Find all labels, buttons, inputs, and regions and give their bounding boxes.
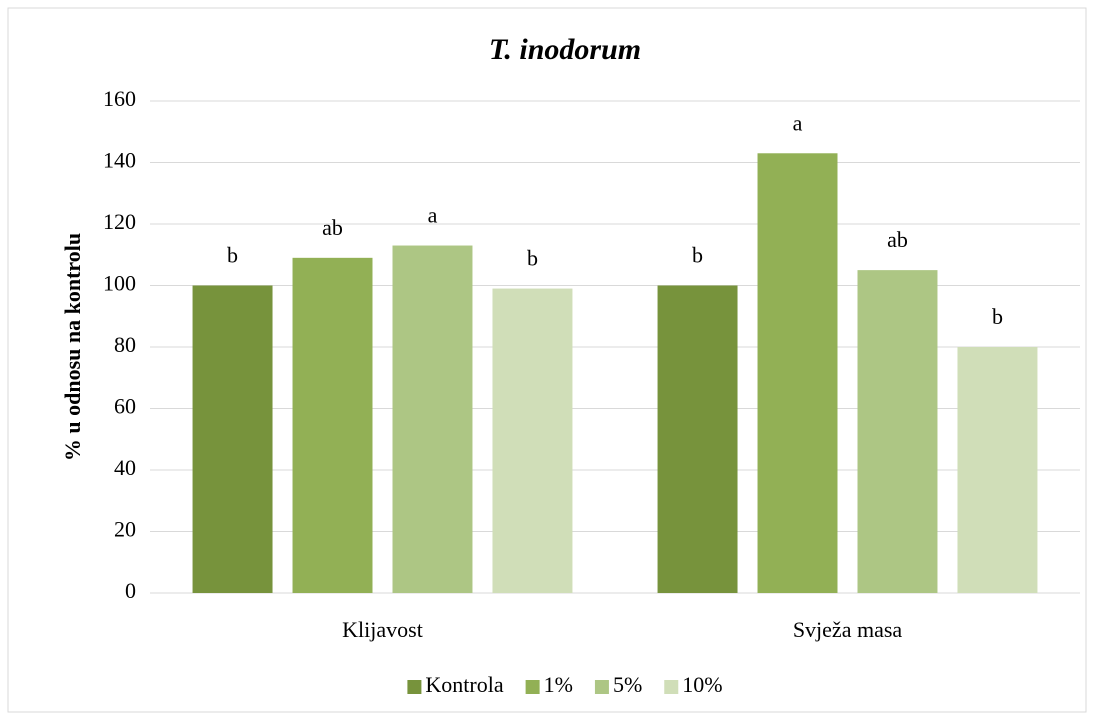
y-tick-label: 140 [103,148,136,173]
bar [492,288,573,593]
legend-swatch [407,680,422,694]
bar [392,245,473,593]
data-label: b [692,243,703,268]
bar [657,285,738,593]
data-label: b [227,243,238,268]
legend-label: 5% [613,672,642,697]
bar [957,347,1038,593]
data-label: a [793,110,803,135]
bar [192,285,273,593]
y-axis-label: % u odnosu na kontrolu [60,233,85,461]
y-tick-label: 160 [103,86,136,111]
y-tick-label: 120 [103,209,136,234]
legend-swatch [525,680,540,694]
y-tick-label: 100 [103,271,136,296]
legend-label: 1% [544,672,573,697]
data-label: b [527,246,538,271]
y-tick-label: 20 [114,517,136,542]
legend-label: 10% [682,672,722,697]
legend-label: Kontrola [425,672,503,697]
data-label: b [992,304,1003,329]
legend-swatch [594,680,609,694]
data-label: ab [322,215,343,240]
bar [857,270,938,593]
bar [757,153,838,593]
legend-swatch [664,680,679,694]
y-tick-label: 80 [114,332,136,357]
chart-title: T. inodorum [489,33,641,66]
x-tick-label: Klijavost [342,617,423,642]
x-tick-label: Svježa masa [793,617,903,642]
data-label: a [428,203,438,228]
y-tick-label: 0 [125,578,136,603]
y-tick-label: 60 [114,394,136,419]
bar [292,257,373,593]
data-label: ab [887,227,908,252]
y-tick-label: 40 [114,455,136,480]
